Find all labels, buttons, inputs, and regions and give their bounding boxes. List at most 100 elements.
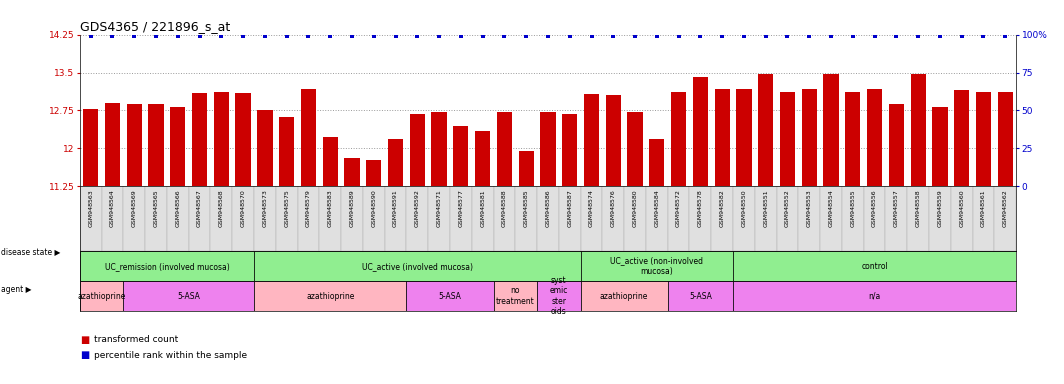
- Point: [365, 33, 382, 39]
- Text: GSM948580: GSM948580: [633, 190, 637, 227]
- Text: GSM948561: GSM948561: [981, 190, 986, 227]
- Bar: [515, 186, 537, 252]
- Bar: [733, 186, 754, 252]
- Point: [975, 33, 992, 39]
- Text: GSM948555: GSM948555: [850, 190, 855, 227]
- Bar: [911, 73, 926, 186]
- Text: GSM948579: GSM948579: [306, 190, 311, 227]
- Point: [714, 33, 731, 39]
- Bar: [471, 186, 494, 252]
- Bar: [518, 151, 534, 186]
- Text: 5-ASA: 5-ASA: [689, 291, 712, 301]
- Point: [148, 33, 165, 39]
- Bar: [824, 73, 838, 186]
- Point: [126, 33, 143, 39]
- Bar: [867, 89, 882, 186]
- Text: n/a: n/a: [868, 291, 881, 301]
- Bar: [842, 186, 864, 252]
- Bar: [101, 186, 123, 252]
- Bar: [777, 186, 798, 252]
- Bar: [254, 186, 276, 252]
- Bar: [123, 186, 145, 252]
- Text: 5-ASA: 5-ASA: [438, 291, 462, 301]
- Bar: [733, 252, 1016, 281]
- Text: GSM948563: GSM948563: [88, 190, 94, 227]
- Text: GSM948584: GSM948584: [654, 190, 660, 227]
- Bar: [167, 186, 188, 252]
- Bar: [322, 137, 338, 186]
- Bar: [715, 89, 730, 186]
- Text: GSM948558: GSM948558: [916, 190, 920, 227]
- Bar: [605, 95, 621, 186]
- Point: [692, 33, 709, 39]
- Bar: [453, 126, 468, 186]
- Point: [910, 33, 927, 39]
- Bar: [127, 104, 142, 186]
- Bar: [628, 112, 643, 186]
- Bar: [972, 186, 995, 252]
- Text: UC_remission (involved mucosa): UC_remission (involved mucosa): [104, 262, 229, 271]
- Text: GSM948562: GSM948562: [1002, 190, 1008, 227]
- Bar: [581, 252, 733, 281]
- Bar: [864, 186, 885, 252]
- Text: GSM948576: GSM948576: [611, 190, 616, 227]
- Point: [344, 33, 361, 39]
- Bar: [276, 186, 298, 252]
- Bar: [254, 252, 581, 281]
- Bar: [537, 186, 559, 252]
- Bar: [541, 112, 555, 186]
- Point: [866, 33, 883, 39]
- Text: GSM948592: GSM948592: [415, 190, 420, 227]
- Text: syst
emic
ster
oids: syst emic ster oids: [550, 276, 568, 316]
- Point: [758, 33, 775, 39]
- Bar: [410, 114, 425, 186]
- Text: agent ▶: agent ▶: [1, 285, 32, 295]
- Text: ■: ■: [80, 350, 89, 360]
- Bar: [123, 281, 254, 311]
- Text: GSM948560: GSM948560: [959, 190, 964, 227]
- Point: [321, 33, 338, 39]
- Point: [953, 33, 970, 39]
- Bar: [845, 92, 861, 186]
- Bar: [908, 186, 929, 252]
- Text: GSM948586: GSM948586: [546, 190, 550, 227]
- Point: [234, 33, 251, 39]
- Point: [452, 33, 469, 39]
- Bar: [235, 93, 251, 186]
- Text: UC_active (involved mucosa): UC_active (involved mucosa): [362, 262, 472, 271]
- Bar: [145, 186, 167, 252]
- Bar: [385, 186, 406, 252]
- Bar: [780, 92, 795, 186]
- Bar: [584, 94, 599, 186]
- Text: GSM948565: GSM948565: [153, 190, 159, 227]
- Text: GSM948559: GSM948559: [937, 190, 943, 227]
- Point: [627, 33, 644, 39]
- Text: GSM948588: GSM948588: [502, 190, 506, 227]
- Bar: [801, 89, 817, 186]
- Text: GSM948578: GSM948578: [698, 190, 703, 227]
- Point: [539, 33, 556, 39]
- Bar: [711, 186, 733, 252]
- Bar: [689, 186, 711, 252]
- Bar: [497, 112, 512, 186]
- Bar: [192, 93, 207, 186]
- Text: GSM948569: GSM948569: [132, 190, 137, 227]
- Text: disease state ▶: disease state ▶: [1, 247, 61, 256]
- Bar: [602, 186, 625, 252]
- Point: [779, 33, 796, 39]
- Bar: [494, 281, 537, 311]
- Text: 5-ASA: 5-ASA: [178, 291, 200, 301]
- Bar: [345, 157, 360, 186]
- Bar: [998, 92, 1013, 186]
- Text: GSM948577: GSM948577: [459, 190, 463, 227]
- Bar: [581, 186, 602, 252]
- Text: GSM948590: GSM948590: [371, 190, 377, 227]
- Point: [192, 33, 209, 39]
- Point: [300, 33, 317, 39]
- Bar: [450, 186, 471, 252]
- Point: [387, 33, 404, 39]
- Point: [256, 33, 273, 39]
- Bar: [80, 186, 101, 252]
- Text: GSM948573: GSM948573: [263, 190, 267, 227]
- Text: GSM948574: GSM948574: [589, 190, 594, 227]
